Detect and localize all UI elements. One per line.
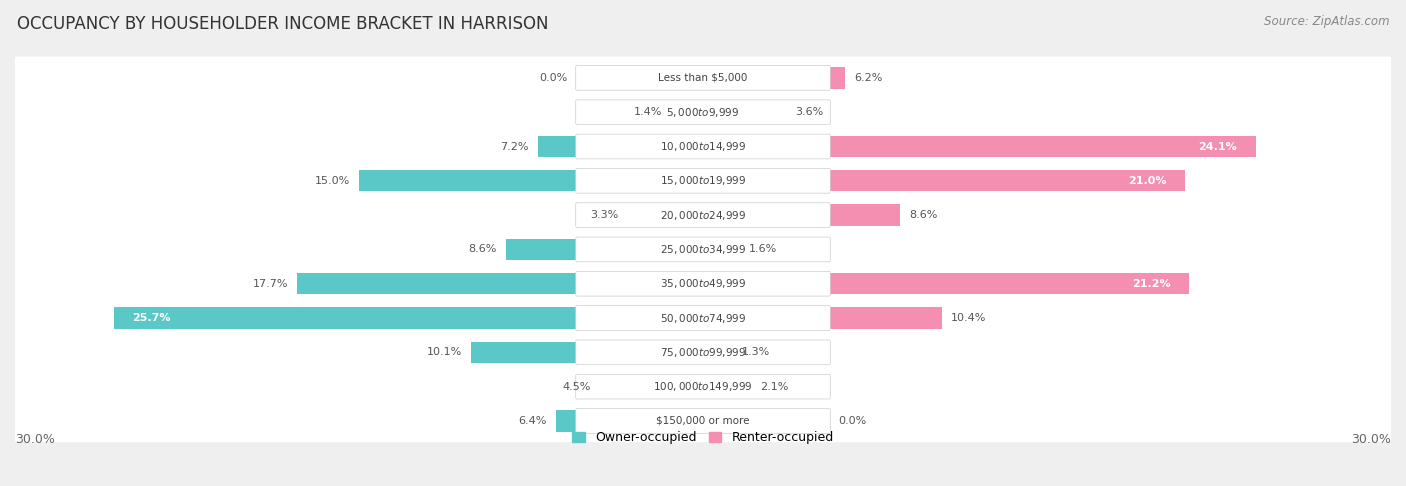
Bar [538, 136, 576, 157]
Text: 0.0%: 0.0% [540, 73, 568, 83]
Text: 3.6%: 3.6% [794, 107, 823, 117]
Text: 30.0%: 30.0% [1351, 433, 1391, 446]
FancyBboxPatch shape [14, 125, 1392, 168]
Text: $75,000 to $99,999: $75,000 to $99,999 [659, 346, 747, 359]
Text: $20,000 to $24,999: $20,000 to $24,999 [659, 208, 747, 222]
FancyBboxPatch shape [14, 262, 1392, 305]
FancyBboxPatch shape [575, 100, 831, 124]
Text: 6.4%: 6.4% [519, 416, 547, 426]
Legend: Owner-occupied, Renter-occupied: Owner-occupied, Renter-occupied [572, 432, 834, 444]
FancyBboxPatch shape [575, 271, 831, 296]
Bar [830, 205, 900, 226]
Text: 15.0%: 15.0% [315, 176, 350, 186]
Text: $50,000 to $74,999: $50,000 to $74,999 [659, 312, 747, 325]
FancyBboxPatch shape [14, 228, 1392, 271]
Text: $35,000 to $49,999: $35,000 to $49,999 [659, 277, 747, 290]
FancyBboxPatch shape [14, 91, 1392, 134]
FancyBboxPatch shape [575, 66, 831, 90]
Text: Less than $5,000: Less than $5,000 [658, 73, 748, 83]
Text: $25,000 to $34,999: $25,000 to $34,999 [659, 243, 747, 256]
Text: 10.4%: 10.4% [950, 313, 986, 323]
Bar [830, 136, 1256, 157]
Bar [830, 308, 942, 329]
Text: 24.1%: 24.1% [1198, 141, 1237, 152]
Text: 10.1%: 10.1% [427, 347, 463, 357]
FancyBboxPatch shape [575, 134, 831, 159]
FancyBboxPatch shape [14, 365, 1392, 408]
Text: $15,000 to $19,999: $15,000 to $19,999 [659, 174, 747, 187]
FancyBboxPatch shape [575, 374, 831, 399]
Text: 25.7%: 25.7% [132, 313, 170, 323]
Text: $10,000 to $14,999: $10,000 to $14,999 [659, 140, 747, 153]
FancyBboxPatch shape [14, 194, 1392, 236]
FancyBboxPatch shape [14, 399, 1392, 442]
Bar [830, 67, 845, 88]
Bar [471, 342, 576, 363]
Text: OCCUPANCY BY HOUSEHOLDER INCOME BRACKET IN HARRISON: OCCUPANCY BY HOUSEHOLDER INCOME BRACKET … [17, 15, 548, 33]
Text: 30.0%: 30.0% [15, 433, 55, 446]
Bar [359, 170, 576, 191]
Bar [830, 170, 1185, 191]
FancyBboxPatch shape [575, 169, 831, 193]
Text: 21.2%: 21.2% [1132, 279, 1171, 289]
Bar [557, 410, 576, 432]
Text: 8.6%: 8.6% [910, 210, 938, 220]
Text: 2.1%: 2.1% [761, 382, 789, 392]
Text: 1.6%: 1.6% [749, 244, 778, 255]
FancyBboxPatch shape [575, 409, 831, 434]
Text: 8.6%: 8.6% [468, 244, 496, 255]
FancyBboxPatch shape [575, 237, 831, 262]
Text: $150,000 or more: $150,000 or more [657, 416, 749, 426]
Text: 6.2%: 6.2% [855, 73, 883, 83]
Text: 3.3%: 3.3% [591, 210, 619, 220]
FancyBboxPatch shape [14, 57, 1392, 99]
FancyBboxPatch shape [575, 340, 831, 364]
Text: 21.0%: 21.0% [1128, 176, 1166, 186]
Text: 7.2%: 7.2% [501, 141, 529, 152]
Text: 4.5%: 4.5% [562, 382, 591, 392]
Text: 17.7%: 17.7% [253, 279, 288, 289]
FancyBboxPatch shape [575, 203, 831, 227]
Text: 0.0%: 0.0% [838, 416, 866, 426]
Text: $5,000 to $9,999: $5,000 to $9,999 [666, 105, 740, 119]
FancyBboxPatch shape [575, 306, 831, 330]
FancyBboxPatch shape [14, 297, 1392, 339]
FancyBboxPatch shape [14, 159, 1392, 202]
Bar [114, 308, 576, 329]
Bar [506, 239, 576, 260]
Text: 1.3%: 1.3% [742, 347, 770, 357]
FancyBboxPatch shape [14, 331, 1392, 374]
Bar [297, 273, 576, 295]
Bar [830, 273, 1189, 295]
Text: $100,000 to $149,999: $100,000 to $149,999 [654, 380, 752, 393]
Text: Source: ZipAtlas.com: Source: ZipAtlas.com [1264, 15, 1389, 28]
Text: 1.4%: 1.4% [633, 107, 662, 117]
